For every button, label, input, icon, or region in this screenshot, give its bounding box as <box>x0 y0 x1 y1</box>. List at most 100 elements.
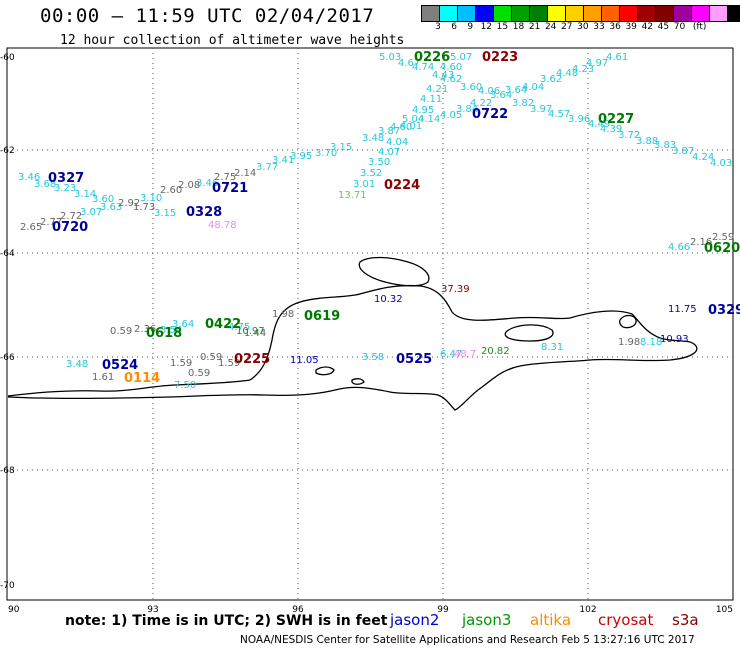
longitude-tick-label: 99 <box>437 605 449 615</box>
wave-height-reading: 3.48 <box>66 359 88 370</box>
wave-height-reading: 20.82 <box>481 346 510 357</box>
wave-height-reading: 11.75 <box>668 304 697 315</box>
latitude-tick-label: -64 <box>0 249 15 259</box>
wave-height-reading: 2.92 <box>118 198 140 209</box>
wave-height-reading: 10.32 <box>374 294 403 305</box>
page-subtitle: 12 hour collection of altimeter wave hei… <box>60 33 405 48</box>
wave-height-reading: 2.77 <box>40 217 62 228</box>
wave-height-reading: 4.49 <box>588 119 610 130</box>
wave-height-reading: 8.18 <box>640 337 662 348</box>
legend-tick-label: 27 <box>561 22 573 32</box>
pass-time-label: 0422 <box>205 317 241 332</box>
wave-height-reading: 0.59 <box>200 352 222 363</box>
color-legend-ticks: 3 6 9 12 15 18 21 24 27 30 33 36 39 42 45 70 (ft) <box>422 22 740 34</box>
wave-height-reading: 3.46 <box>18 172 40 183</box>
wave-height-reading: 3.07 <box>80 207 102 218</box>
wave-height-reading: 2.14 <box>234 168 256 179</box>
pass-time-label: 0223 <box>482 50 518 65</box>
wave-height-reading: 3.87 <box>378 126 400 137</box>
wave-height-reading: 3.70 <box>315 148 337 159</box>
pass-time-label: 0225 <box>234 352 270 367</box>
wave-height-reading: 3.14 <box>74 189 96 200</box>
legend-tick-label: 9 <box>467 22 474 32</box>
wave-height-reading: 4.43 <box>432 70 454 81</box>
footer-note: note: 1) Time is in UTC; 2) SWH is in fe… <box>65 613 388 629</box>
legend-tick-label: 36 <box>609 22 621 32</box>
satellite-legend-altika: altika <box>530 611 572 629</box>
wave-height-readings: 5.034.674.745.074.604.434.624.21 3.604.06… <box>18 52 734 391</box>
wave-height-reading: 4.60 <box>390 122 412 133</box>
wave-height-reading: 1.61 <box>92 372 114 383</box>
wave-height-reading: 3.62 <box>540 74 562 85</box>
pass-time-label: 0329 <box>708 303 740 318</box>
wave-height-reading: 2.60 <box>160 185 182 196</box>
legend-tick-label: 30 <box>577 22 589 32</box>
wave-height-reading: 4.66 <box>668 242 690 253</box>
wave-height-reading: 3.63 <box>100 202 122 213</box>
wave-height-reading: 4.14 <box>418 114 440 125</box>
pass-time-label: 0524 <box>102 358 138 373</box>
latitude-tick-label: -70 <box>0 581 15 591</box>
wave-height-reading: 1.44 <box>244 328 266 339</box>
latitude-tick-label: -60 <box>0 53 15 63</box>
wave-height-reading: 1.59 <box>170 358 192 369</box>
wave-height-reading: 4.97 <box>586 58 608 69</box>
longitude-ticks: 90 93 96 99 102 105 <box>8 605 733 615</box>
wave-height-reading: 7.50 <box>174 380 196 391</box>
longitude-tick-label: 105 <box>716 605 733 615</box>
pass-time-label: 0619 <box>304 309 340 324</box>
pass-time-label: 0721 <box>212 181 248 196</box>
wave-height-reading: 4.24 <box>692 152 714 163</box>
latitude-tick-label: -62 <box>0 146 15 156</box>
wave-height-reading: 3.64 <box>172 319 194 330</box>
legend-tick-label: 39 <box>625 22 637 32</box>
wave-height-reading: 3.64 <box>505 85 527 96</box>
wave-height-reading: 3.72 <box>618 130 640 141</box>
wave-height-reading: 3.15 <box>154 208 176 219</box>
legend-tick-label: 70 <box>673 22 686 32</box>
credit-line: NOAA/NESDIS Center for Satellite Applica… <box>240 634 695 646</box>
wave-height-reading: 3.88 <box>636 136 658 147</box>
wave-height-reading: 1.59 <box>218 358 240 369</box>
pass-time-labels: 0226 0223 0722 0227 0327 0721 0224 0328 0720 0620… <box>48 50 740 386</box>
wave-height-reading: 3.50 <box>368 157 390 168</box>
wave-height-reading: 0.59 <box>188 368 210 379</box>
legend-tick-label: 15 <box>496 22 509 32</box>
wave-height-reading: 13.71 <box>338 190 367 201</box>
longitude-tick-label: 90 <box>8 605 20 615</box>
wave-height-reading: 3.82 <box>512 98 534 109</box>
wave-height-reading: 2.65 <box>20 222 42 233</box>
wave-height-reading: 4.67 <box>398 58 420 69</box>
wave-height-reading: 4.07 <box>378 147 400 158</box>
wave-height-reading: 4.62 <box>440 74 462 85</box>
wave-height-reading: 4.60 <box>440 62 462 73</box>
wave-height-reading: 4.74 <box>412 62 434 73</box>
wave-height-reading: 3.87 <box>672 146 694 157</box>
wave-height-reading: 4.61 <box>606 52 628 63</box>
wave-height-reading: 3.96 <box>568 114 590 125</box>
pass-time-label: 0226 <box>414 50 450 65</box>
satellite-legend-s3a: s3a <box>672 611 699 629</box>
wave-height-reading: 3.64 <box>490 90 512 101</box>
legend-tick-label: 33 <box>593 22 605 32</box>
pass-time-label: 0328 <box>186 205 222 220</box>
latitude-ticks: -60 -62 -64 -66 -68 -70 <box>0 53 15 591</box>
wave-height-reading: 2.72 <box>60 211 82 222</box>
wave-height-reading: 3.95 <box>290 151 312 162</box>
wave-height-reading: 0.59 <box>110 326 132 337</box>
color-legend <box>421 5 740 22</box>
wave-height-reading: 4.22 <box>470 98 492 109</box>
page-title: 00:00 – 11:59 UTC 02/04/2017 <box>40 5 375 27</box>
wave-height-reading: 3.01 <box>353 179 375 190</box>
wave-height-reading: 10.97 <box>236 326 265 337</box>
wave-height-reading: 3.68 <box>34 179 56 190</box>
satellite-legend-jason2: jason2 <box>390 611 440 629</box>
wave-height-reading: 3.54 <box>160 325 182 336</box>
pass-time-label: 0722 <box>472 107 508 122</box>
longitude-tick-label: 102 <box>579 605 596 615</box>
wave-height-reading: 4.57 <box>548 109 570 120</box>
wave-height-reading: 3.60 <box>92 194 114 205</box>
wave-height-reading: 5.04 <box>402 114 424 125</box>
wave-height-reading: 4.06 <box>478 86 500 97</box>
